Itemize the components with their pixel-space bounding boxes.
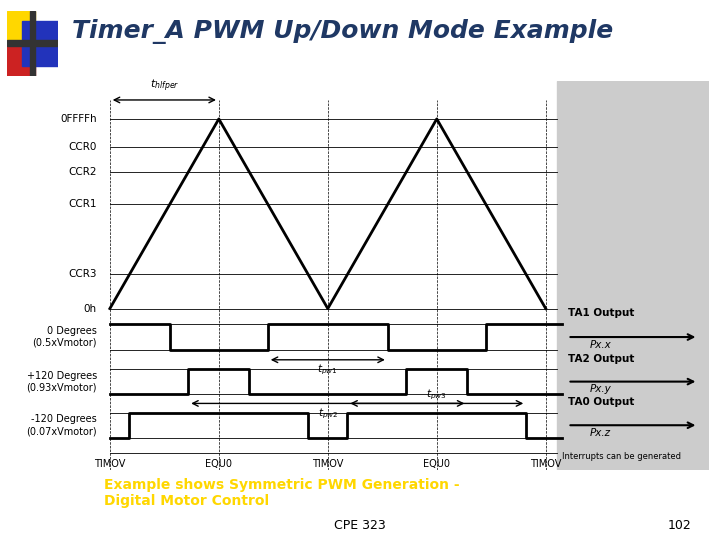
- Text: +120 Degrees
(0.93xVmotor): +120 Degrees (0.93xVmotor): [26, 371, 96, 393]
- Text: -120 Degrees
(0.07xVmotor): -120 Degrees (0.07xVmotor): [26, 414, 96, 436]
- Text: $t_{hlfper}$: $t_{hlfper}$: [150, 78, 179, 94]
- Bar: [557, 81, 709, 470]
- Bar: [7, 40, 58, 46]
- Bar: [22, 21, 58, 66]
- Text: CCR0: CCR0: [68, 143, 96, 152]
- Text: $t_{pw1}$: $t_{pw1}$: [318, 363, 338, 377]
- Text: Px.z: Px.z: [590, 428, 611, 438]
- Text: CCR1: CCR1: [68, 199, 96, 210]
- Text: Timer_A PWM Up/Down Mode Example: Timer_A PWM Up/Down Mode Example: [72, 19, 613, 44]
- Text: 0h: 0h: [84, 303, 96, 314]
- Text: TA0 Output: TA0 Output: [567, 397, 634, 407]
- Text: EQU0: EQU0: [205, 459, 233, 469]
- Text: TIMOV: TIMOV: [94, 459, 125, 469]
- Text: EQU0: EQU0: [423, 459, 450, 469]
- Text: CCR3: CCR3: [68, 269, 96, 280]
- Text: $t_{pw2}$: $t_{pw2}$: [318, 406, 338, 421]
- Text: 0 Degrees
(0.5xVmotor): 0 Degrees (0.5xVmotor): [32, 326, 96, 348]
- Text: TIMOV: TIMOV: [312, 459, 343, 469]
- Text: TIMOV: TIMOV: [530, 459, 562, 469]
- Bar: [7, 43, 35, 76]
- Text: Px.y: Px.y: [590, 384, 611, 394]
- Text: CPE 323: CPE 323: [334, 519, 386, 532]
- Text: $t_{pw3}$: $t_{pw3}$: [426, 387, 447, 402]
- Text: Example shows Symmetric PWM Generation -
Digital Motor Control: Example shows Symmetric PWM Generation -…: [104, 478, 460, 508]
- Text: CCR2: CCR2: [68, 167, 96, 177]
- Text: TA2 Output: TA2 Output: [567, 354, 634, 363]
- Text: Interrupts can be generated: Interrupts can be generated: [562, 452, 681, 461]
- Bar: [7, 11, 35, 43]
- Text: Px.x: Px.x: [590, 340, 611, 350]
- Bar: [30, 11, 35, 76]
- Text: 102: 102: [667, 519, 691, 532]
- Text: 0FFFFh: 0FFFFh: [60, 114, 96, 124]
- Text: TA1 Output: TA1 Output: [567, 308, 634, 318]
